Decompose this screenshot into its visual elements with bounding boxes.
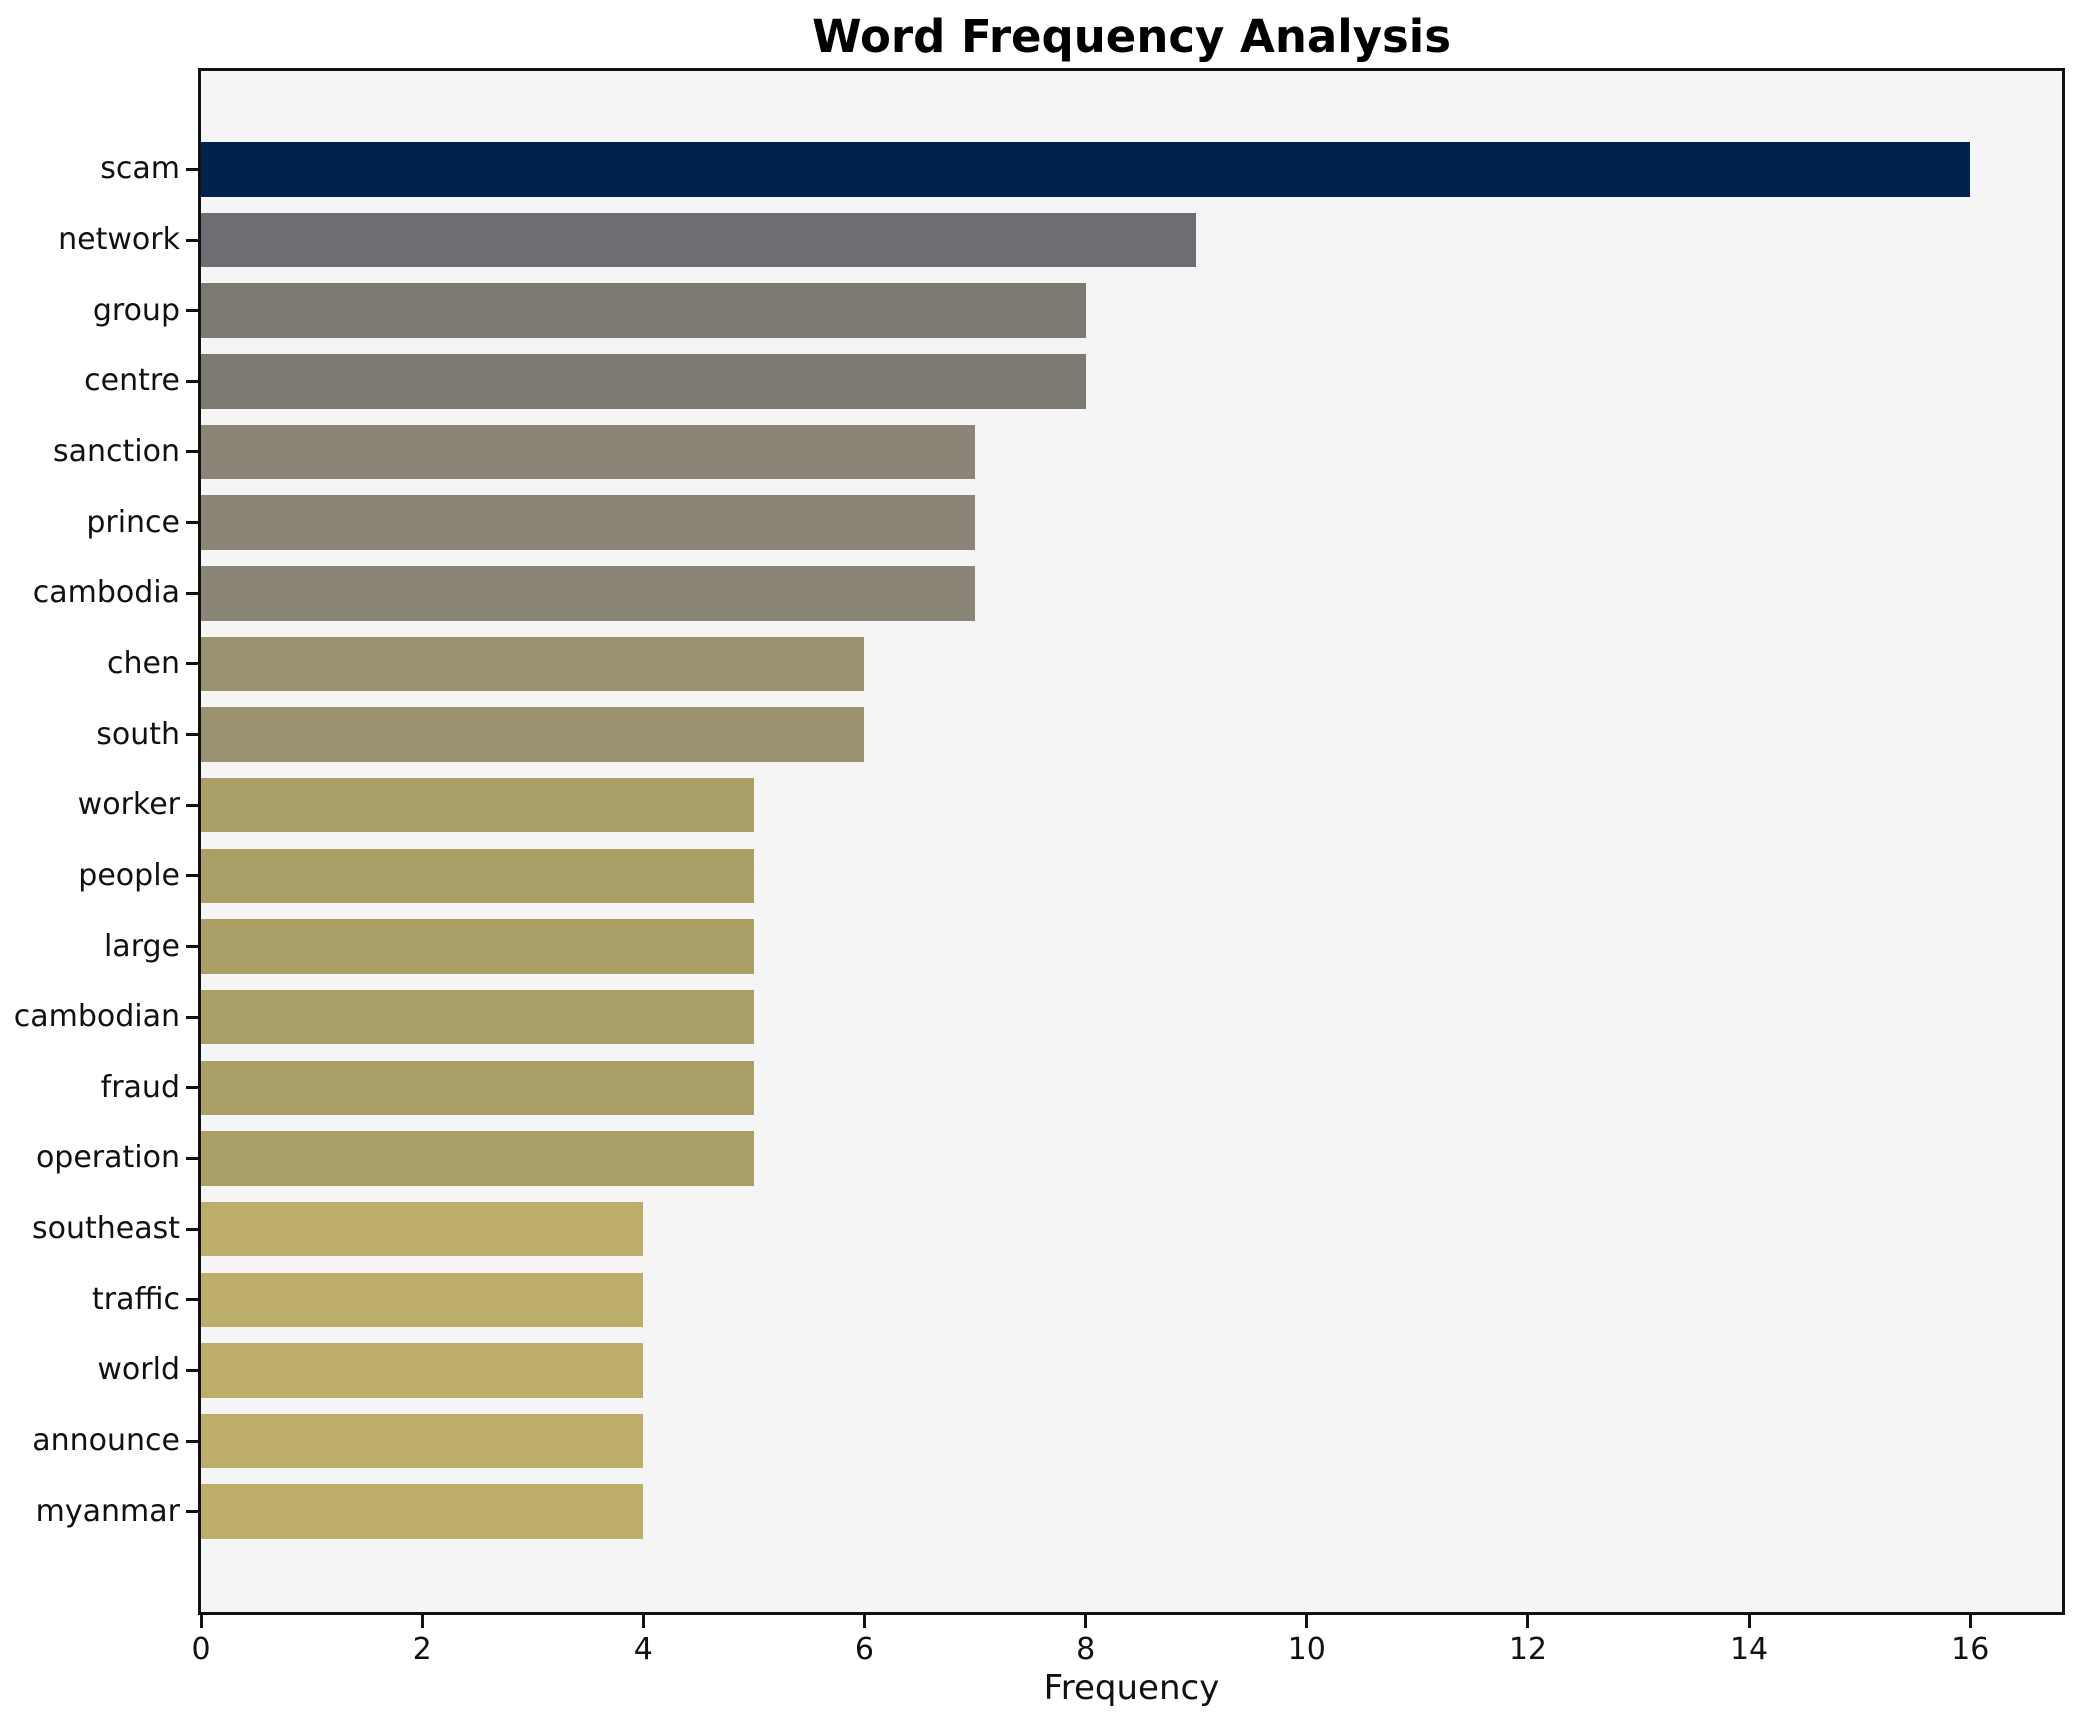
bar-world — [201, 1343, 644, 1398]
y-tick-mark — [186, 1439, 198, 1443]
bar-operation — [201, 1131, 754, 1186]
y-tick-mark — [186, 733, 198, 737]
x-tick-label-12: 12 — [1508, 1632, 1547, 1667]
y-tick-label-sanction: sanction — [53, 433, 180, 469]
chart-title: Word Frequency Analysis — [811, 10, 1452, 63]
x-tick-label-6: 6 — [854, 1632, 874, 1667]
y-tick-mark — [186, 874, 198, 878]
y-tick-label-southeast: southeast — [31, 1211, 180, 1247]
y-tick-mark — [186, 1086, 198, 1090]
y-tick-label-chen: chen — [107, 645, 180, 681]
y-tick-label-myanmar: myanmar — [35, 1493, 180, 1529]
y-tick-mark — [186, 803, 198, 807]
y-tick-mark — [186, 1510, 198, 1514]
y-tick-mark — [186, 450, 198, 454]
y-tick-mark — [186, 167, 198, 171]
y-tick-label-centre: centre — [84, 363, 180, 399]
y-tick-mark — [186, 1156, 198, 1160]
bar-cambodian — [201, 989, 754, 1045]
bar-people — [201, 848, 754, 904]
x-tick-label-0: 0 — [191, 1632, 211, 1667]
x-tick-label-16: 16 — [1951, 1632, 1990, 1667]
y-tick-mark — [186, 1368, 198, 1372]
y-tick-label-network: network — [58, 222, 180, 257]
bar-centre — [201, 354, 1086, 409]
bar-southeast — [201, 1201, 644, 1257]
x-tick-mark — [199, 1615, 203, 1628]
x-tick-label-8: 8 — [1076, 1632, 1096, 1667]
y-tick-label-fraud: fraud — [100, 1069, 180, 1105]
bar-announce — [201, 1413, 644, 1469]
y-tick-label-prince: prince — [86, 504, 180, 540]
y-tick-mark — [186, 1227, 198, 1231]
bar-worker — [201, 777, 754, 833]
x-tick-mark — [1526, 1615, 1530, 1628]
x-tick-mark — [641, 1615, 645, 1628]
y-tick-label-south: south — [96, 716, 180, 752]
bar-south — [201, 707, 865, 762]
y-tick-mark — [186, 521, 198, 525]
x-tick-label-2: 2 — [412, 1632, 432, 1667]
y-tick-label-group: group — [92, 292, 180, 328]
y-tick-mark — [186, 238, 198, 242]
y-tick-label-people: people — [78, 857, 180, 893]
y-tick-mark — [186, 945, 198, 948]
x-tick-label-4: 4 — [633, 1632, 653, 1667]
x-tick-label-14: 14 — [1729, 1632, 1769, 1667]
x-tick-mark — [1084, 1615, 1088, 1628]
bar-group — [201, 283, 1086, 338]
bar-scam — [201, 142, 1971, 197]
bar-chen — [201, 636, 865, 692]
y-tick-mark — [186, 379, 198, 383]
y-tick-label-traffic: traffic — [92, 1281, 180, 1317]
y-tick-label-cambodia: cambodia — [32, 575, 180, 611]
x-axis-label: Frequency — [1043, 1668, 1220, 1708]
y-tick-label-scam: scam — [100, 151, 180, 187]
bar-traffic — [201, 1272, 644, 1327]
y-tick-mark — [186, 591, 198, 595]
plot-area — [198, 68, 2065, 1615]
bar-cambodia — [201, 566, 976, 621]
y-tick-mark — [186, 1298, 198, 1302]
x-tick-label-10: 10 — [1287, 1632, 1326, 1667]
bar-sanction — [201, 424, 976, 480]
x-tick-mark — [1747, 1615, 1751, 1628]
bar-prince — [201, 495, 976, 550]
x-tick-mark — [862, 1615, 866, 1628]
x-tick-mark — [1305, 1615, 1309, 1628]
x-tick-mark — [420, 1615, 424, 1628]
y-tick-label-operation: operation — [35, 1140, 180, 1176]
y-tick-label-world: world — [97, 1352, 180, 1388]
x-tick-mark — [1968, 1615, 1972, 1628]
bar-network — [201, 212, 1197, 268]
bar-fraud — [201, 1060, 754, 1116]
y-tick-label-cambodian: cambodian — [13, 999, 180, 1035]
y-tick-label-worker: worker — [77, 787, 180, 823]
y-tick-label-large: large — [103, 928, 180, 964]
bar-myanmar — [201, 1484, 644, 1539]
y-tick-label-announce: announce — [32, 1423, 180, 1459]
y-tick-mark — [186, 309, 198, 313]
y-tick-mark — [186, 1015, 198, 1019]
bar-large — [201, 919, 754, 974]
y-tick-mark — [186, 662, 198, 666]
